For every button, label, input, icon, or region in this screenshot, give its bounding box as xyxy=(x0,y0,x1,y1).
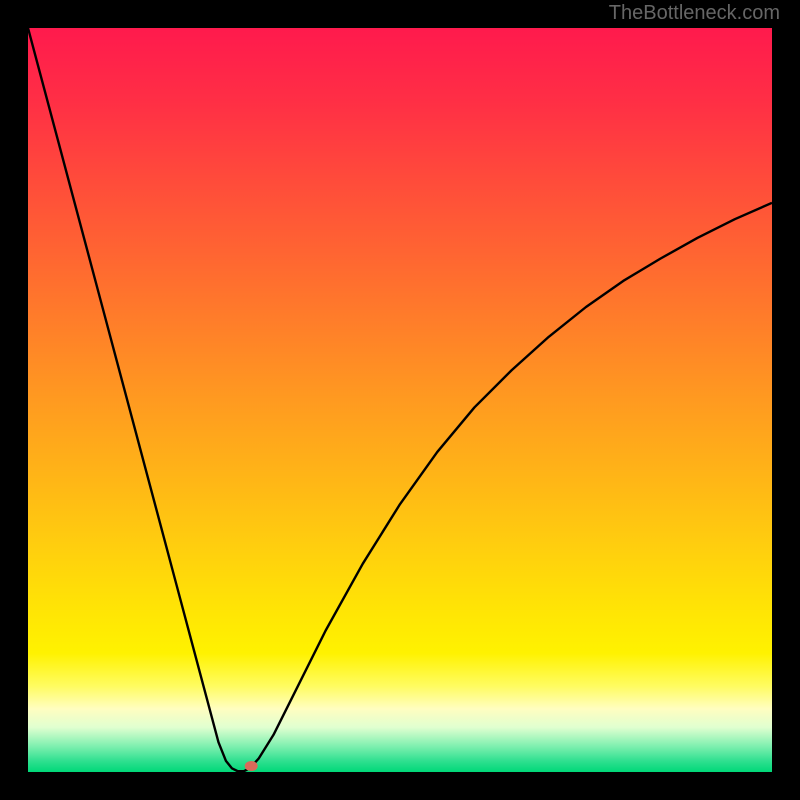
chart-background xyxy=(28,28,772,772)
chart-svg xyxy=(28,28,772,772)
chart-area xyxy=(28,28,772,772)
watermark-text: TheBottleneck.com xyxy=(609,2,780,25)
vertex-marker xyxy=(245,761,258,771)
